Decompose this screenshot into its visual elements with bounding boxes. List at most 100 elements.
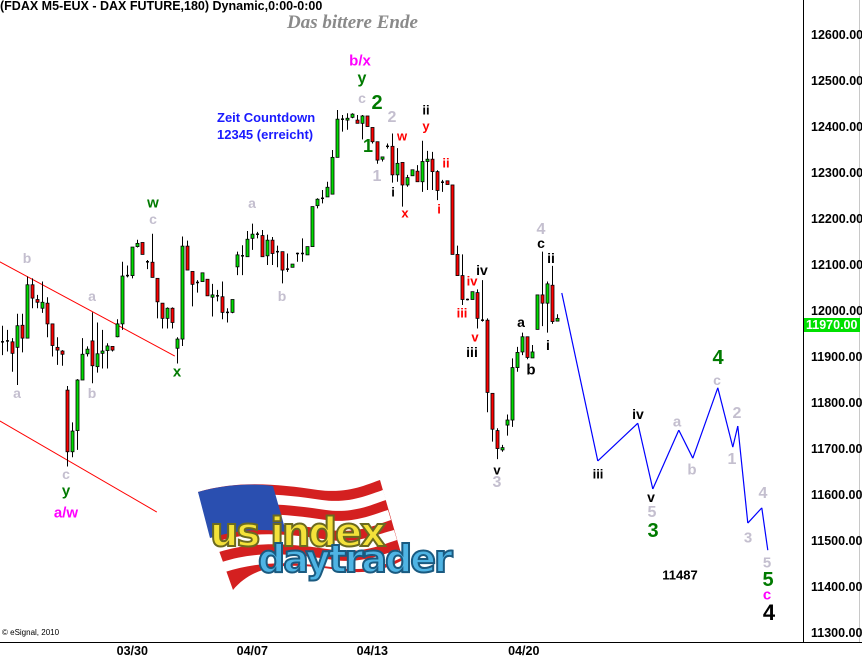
us-flag-icon [198, 480, 403, 590]
candle-body [405, 177, 410, 186]
price-tick-label: 11800.00 [811, 396, 862, 410]
candle-body [290, 263, 295, 268]
candle [260, 230, 265, 258]
wave-label: 5 [647, 504, 657, 521]
candle-body [75, 379, 80, 431]
candle [200, 272, 205, 282]
candle-body [20, 324, 25, 339]
candle [80, 338, 85, 381]
wave-label: iv [466, 273, 478, 289]
candle [75, 379, 80, 450]
candle-body [135, 242, 140, 248]
candle-body [85, 348, 90, 355]
wave-label: w [147, 194, 159, 212]
candle [460, 254, 465, 306]
wave-label: c [358, 90, 366, 106]
last-price-label: 11970.00 [804, 317, 860, 332]
candle-body [265, 239, 270, 257]
trendline-0 [0, 261, 176, 357]
countdown-note-line2: 12345 (erreicht) [217, 127, 314, 142]
projection-path [561, 292, 769, 551]
candle [150, 233, 155, 278]
candle-body [365, 115, 370, 127]
projection-segment [561, 292, 599, 462]
candle-body [150, 261, 155, 278]
candle-body [140, 242, 145, 255]
wave-label: 2 [387, 109, 397, 126]
candle [315, 198, 320, 209]
candle [6, 329, 9, 352]
candle-body [415, 170, 420, 183]
wave-label: c [713, 372, 721, 388]
candle [386, 143, 389, 149]
candle [100, 329, 105, 369]
candle [70, 422, 75, 458]
projection-segment [717, 387, 734, 448]
price-tick-label: 11600.00 [811, 488, 862, 502]
candle-body [220, 296, 225, 313]
candle [301, 238, 304, 262]
wave-label: iii [592, 466, 604, 482]
candle-body [355, 119, 360, 124]
candle-body [120, 275, 125, 325]
candle [375, 141, 380, 164]
candle [1, 325, 4, 356]
logo-text-us-index: us index [210, 510, 386, 556]
candle [305, 246, 310, 256]
candle-body [330, 156, 335, 195]
candle [165, 307, 170, 329]
candle [341, 115, 344, 132]
candle [90, 312, 95, 384]
candle-body [460, 275, 465, 300]
price-tick-label: 11300.00 [811, 626, 862, 640]
candle [310, 206, 315, 248]
candle [175, 337, 180, 364]
candle [420, 140, 425, 192]
logo-text-daytrader: daytrader [258, 537, 453, 581]
candle [355, 115, 360, 124]
candle-body [420, 161, 425, 183]
price-tick-label: 11400.00 [811, 580, 862, 594]
candle [55, 337, 60, 365]
candle [115, 319, 120, 338]
wave-label: 1 [362, 136, 374, 156]
candle-body [210, 294, 215, 298]
candle [160, 302, 165, 329]
candle-body [245, 238, 250, 258]
price-tick-label: 12200.00 [811, 212, 862, 226]
wave-label: y [422, 118, 430, 134]
wave-label: x [401, 205, 409, 221]
price-tick-label: 12600.00 [811, 28, 862, 42]
candle-body [130, 246, 135, 276]
candle [490, 392, 495, 442]
candle [250, 223, 255, 250]
wave-label: 4 [536, 221, 546, 238]
candle [485, 318, 490, 413]
candle [555, 314, 560, 322]
candle [430, 151, 435, 191]
wave-label: y [357, 70, 367, 87]
candle-body [170, 307, 175, 323]
wave-label: 4 [758, 485, 768, 502]
target-price-label: 11487 [662, 567, 698, 583]
candle-body [70, 430, 75, 453]
candle [205, 278, 210, 297]
candle [110, 346, 115, 352]
candle-body [10, 341, 15, 354]
candle-body [30, 284, 35, 299]
candle-body [500, 447, 505, 451]
candle-body [50, 323, 55, 346]
candle [425, 150, 430, 191]
candle [226, 308, 229, 323]
candle-body [505, 419, 510, 426]
candle [85, 346, 90, 357]
candle [190, 271, 195, 307]
candle-body [185, 245, 190, 271]
candle [321, 190, 324, 204]
candle-body [540, 294, 545, 304]
price-tick-label: 12100.00 [811, 258, 862, 272]
candle-body [15, 325, 20, 348]
candle [25, 276, 30, 339]
candle [370, 127, 375, 144]
candle [235, 251, 240, 276]
